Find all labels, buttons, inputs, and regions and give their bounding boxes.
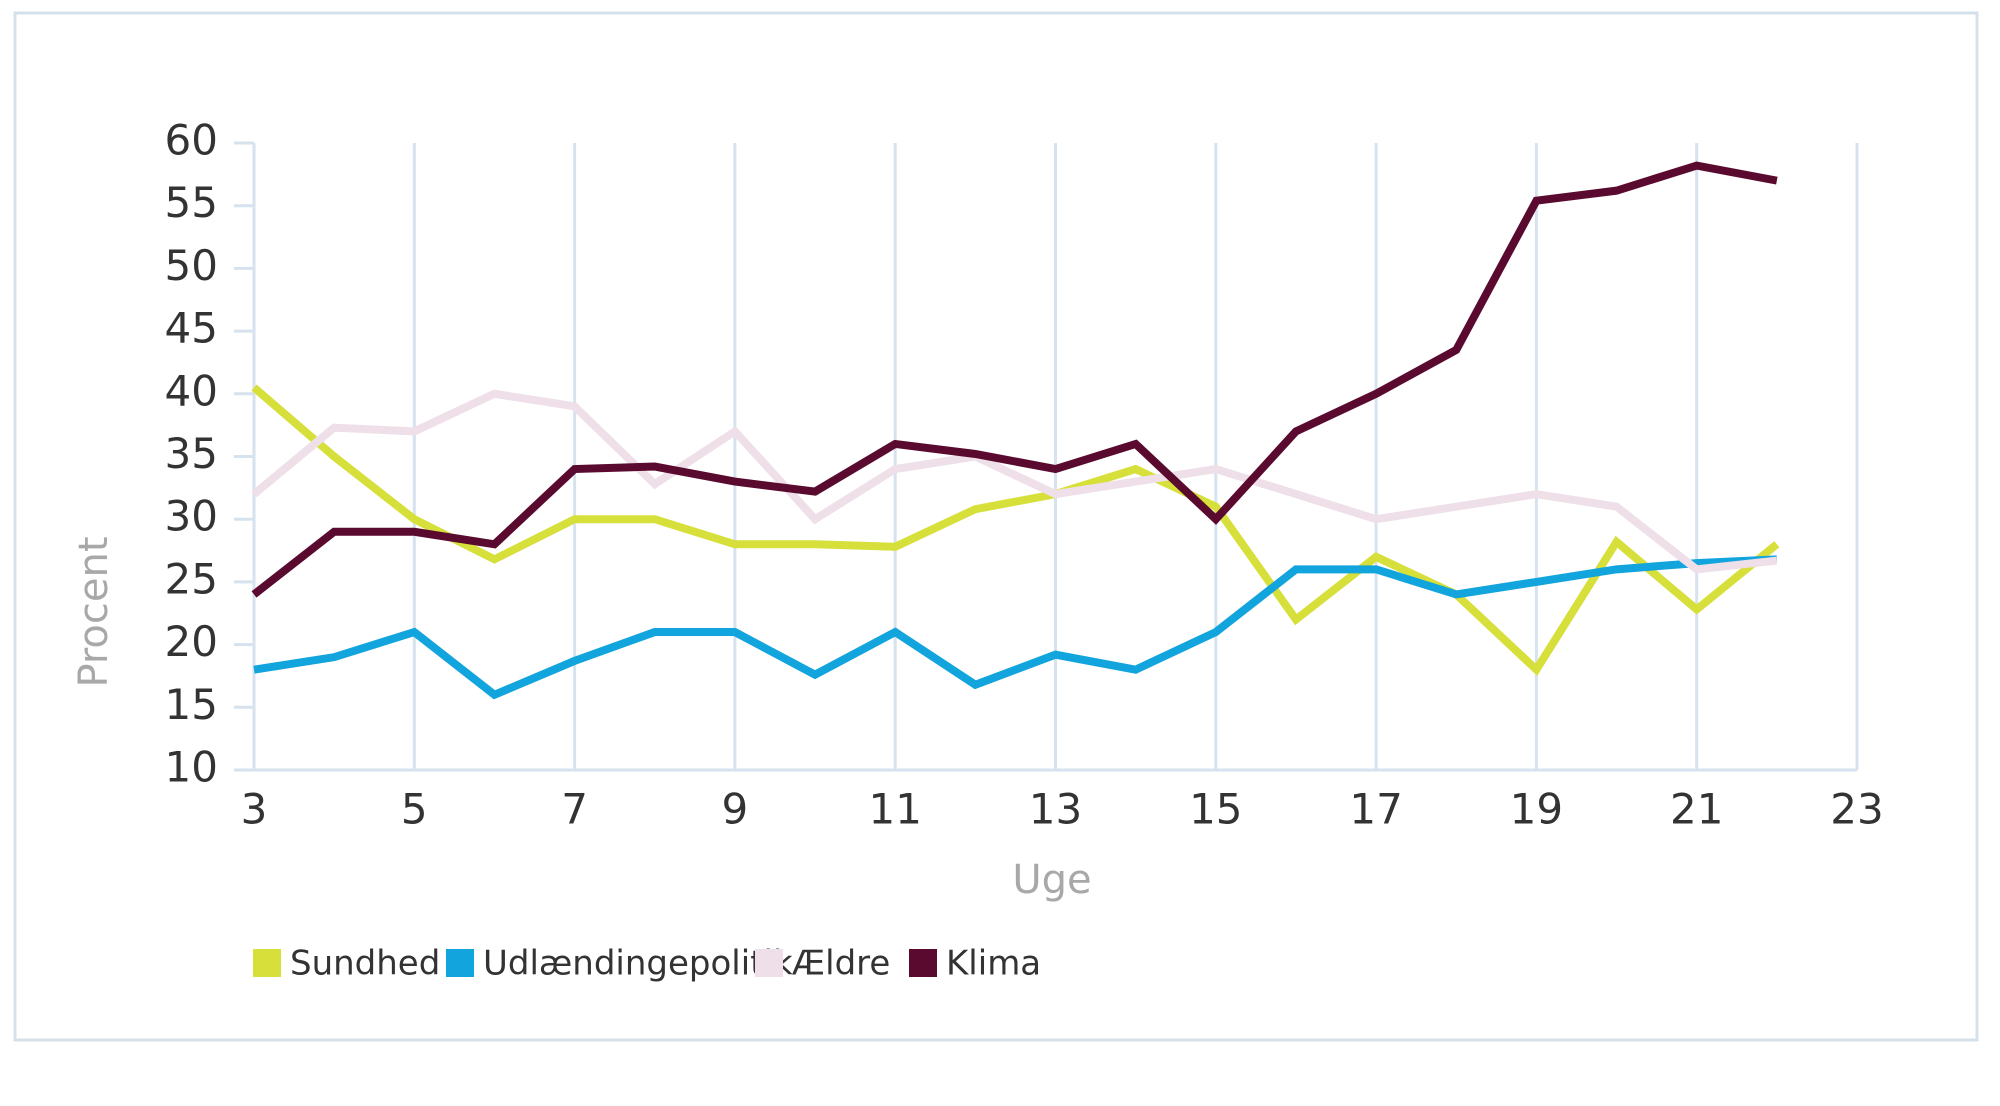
legend-label: Sundhed <box>290 944 440 984</box>
x-tick-label: 9 <box>722 785 749 834</box>
x-tick-label: 17 <box>1349 785 1402 834</box>
y-tick-label: 25 <box>165 554 218 603</box>
legend-swatch <box>909 949 937 977</box>
x-tick-label: 23 <box>1830 785 1883 834</box>
x-tick-label: 15 <box>1189 785 1242 834</box>
legend-swatch <box>253 949 281 977</box>
series-line <box>251 389 1778 574</box>
legend-swatch <box>755 949 783 977</box>
y-tick-label: 10 <box>165 743 218 792</box>
y-tick-label: 60 <box>165 116 218 165</box>
y-tick-label: 45 <box>165 304 218 353</box>
y-tick-label: 50 <box>165 241 218 290</box>
legend-label: Klima <box>946 944 1041 984</box>
legend-swatch <box>446 949 474 977</box>
y-tick-label: 20 <box>165 617 218 666</box>
x-tick-label: 11 <box>868 785 921 834</box>
y-tick-label: 30 <box>165 492 218 541</box>
series-line <box>253 555 1778 700</box>
x-tick-label: 21 <box>1670 785 1723 834</box>
x-axis-label: Uge <box>1012 857 1091 903</box>
x-tick-label: 7 <box>561 785 588 834</box>
legend-label: Udlændingepolitik <box>483 944 793 984</box>
legend-label: Ældre <box>792 944 890 984</box>
y-tick-label: 40 <box>165 366 218 415</box>
x-tick-label: 5 <box>401 785 428 834</box>
series-line <box>251 384 1780 676</box>
y-tick-label: 15 <box>165 680 218 729</box>
x-tick-label: 13 <box>1029 785 1082 834</box>
series-line <box>251 161 1778 598</box>
x-tick-label: 19 <box>1510 785 1563 834</box>
y-axis-label: Procent <box>71 536 117 687</box>
x-tick-label: 3 <box>241 785 268 834</box>
y-tick-label: 55 <box>165 178 218 227</box>
y-tick-label: 35 <box>165 429 218 478</box>
